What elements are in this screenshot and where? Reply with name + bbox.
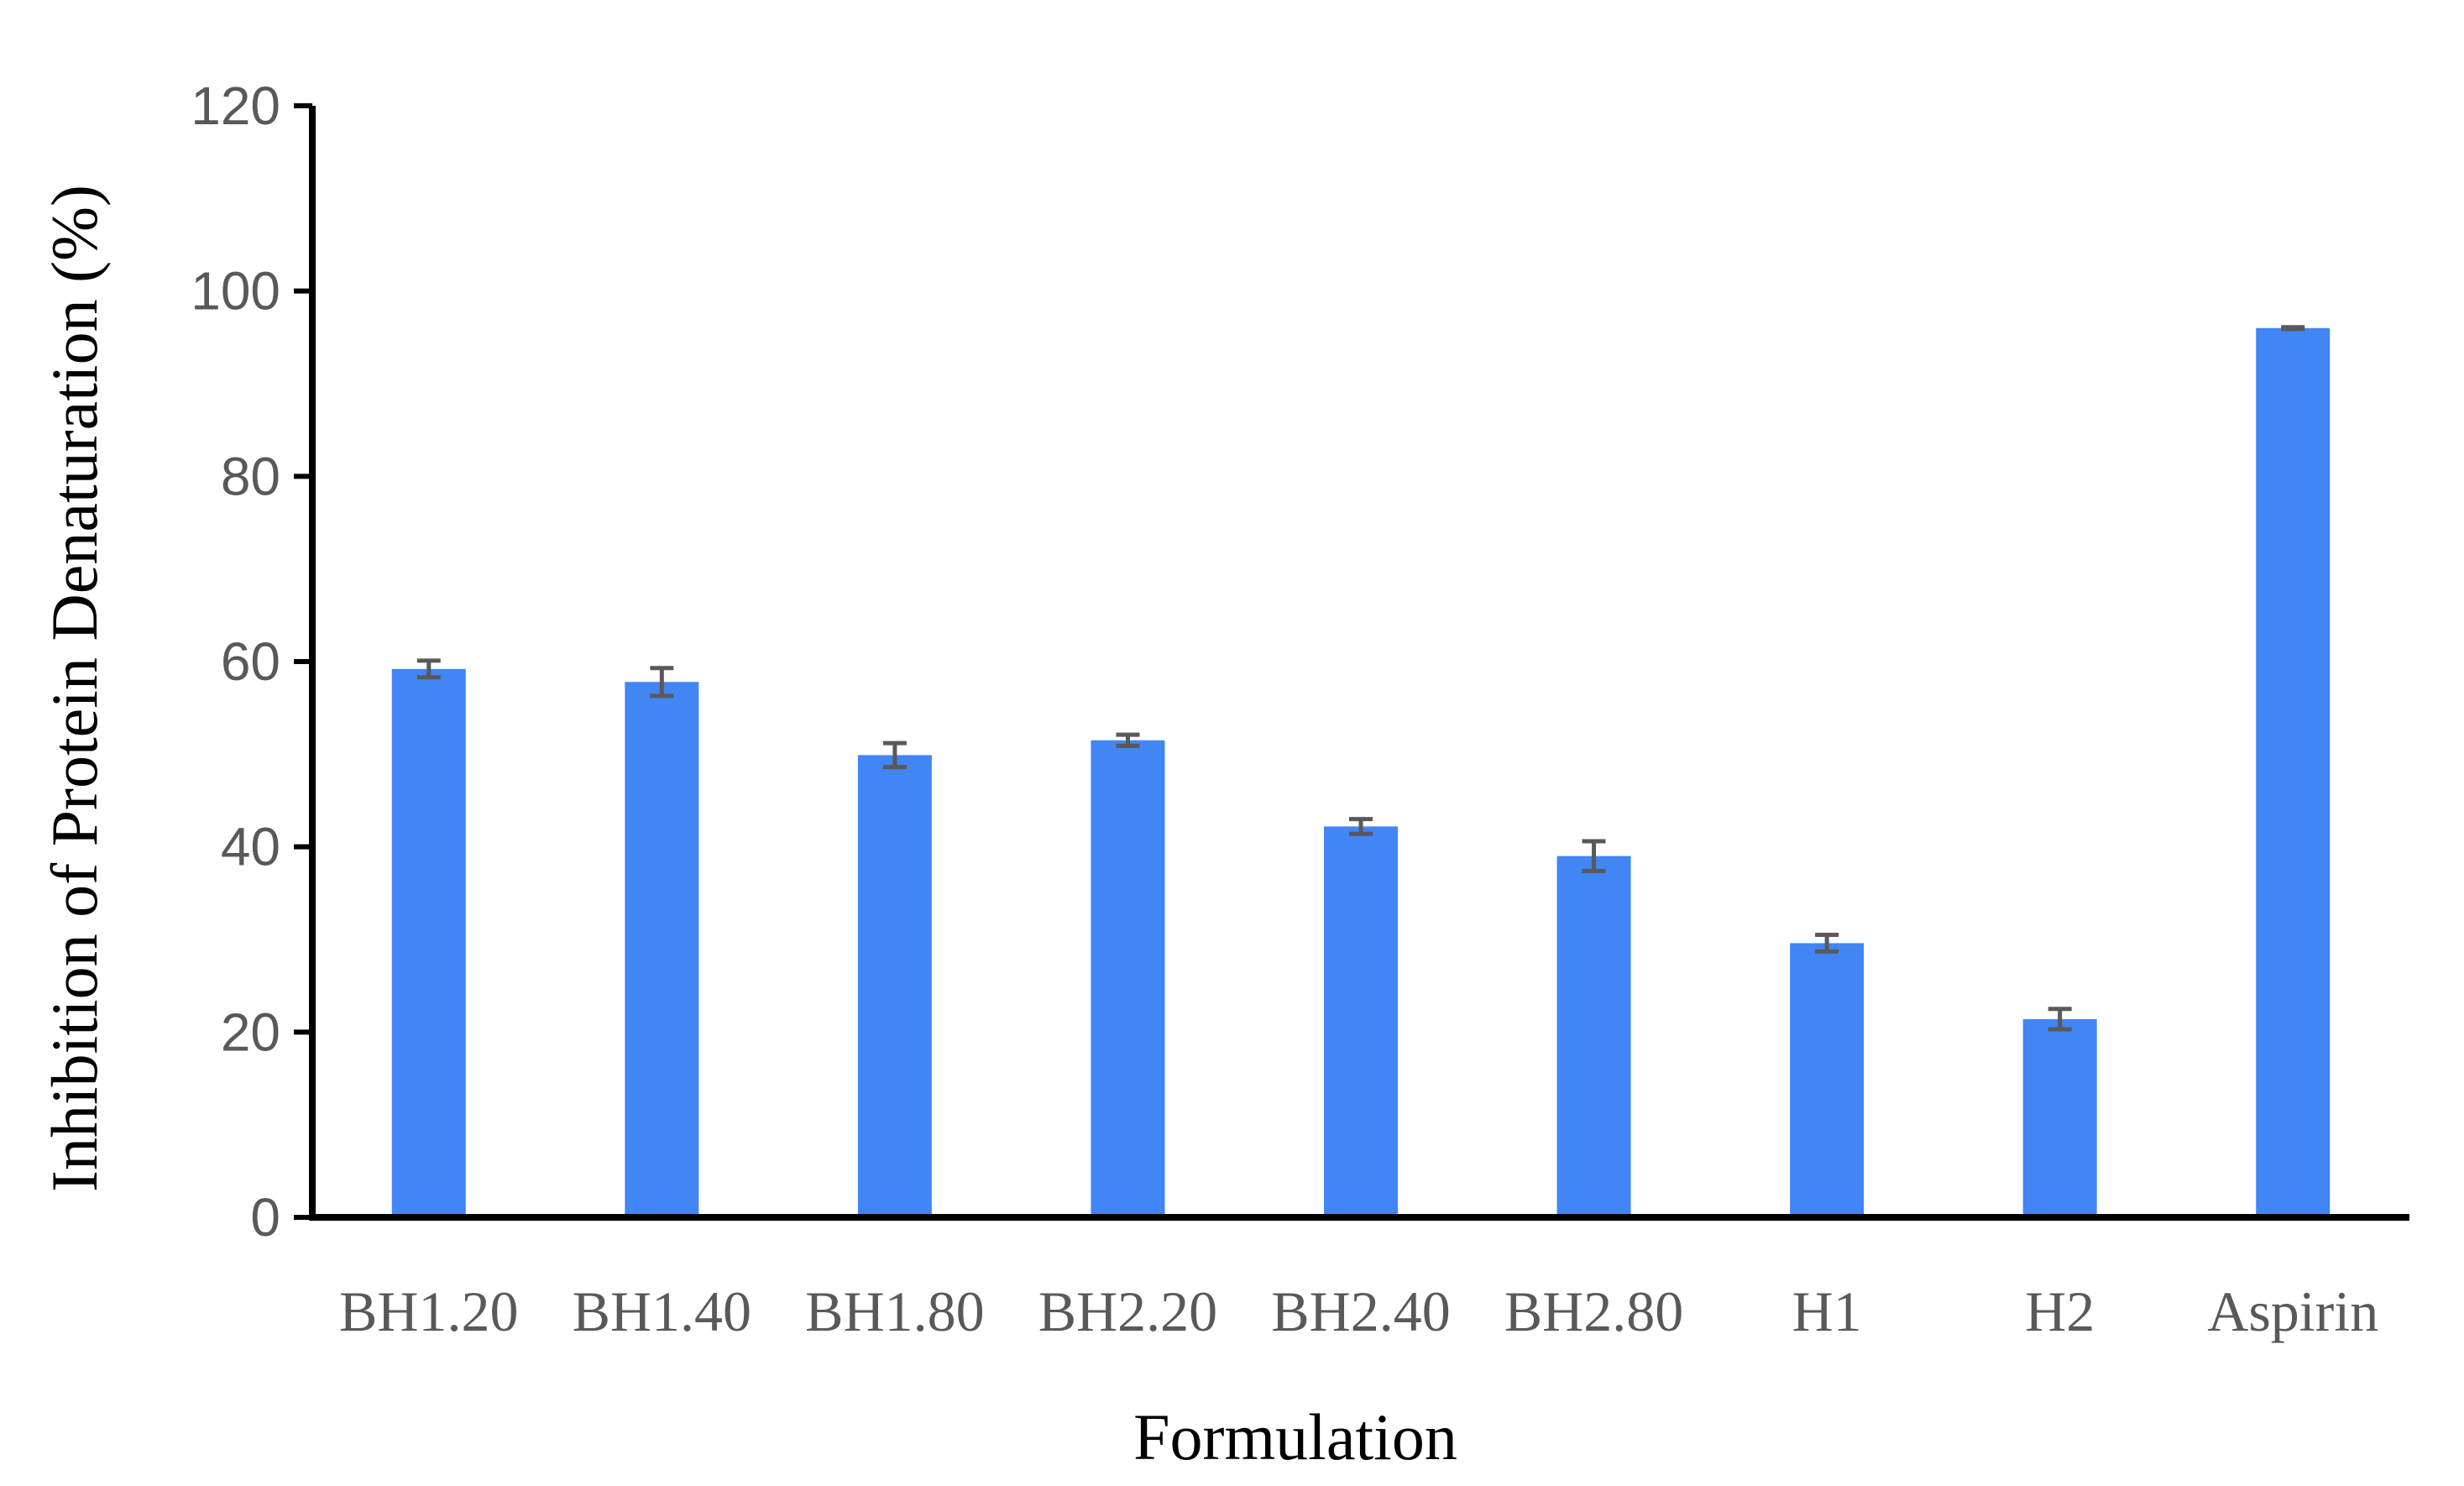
- bar-bh1.40: [625, 682, 699, 1217]
- x-tick-label: BH2.20: [1038, 1279, 1217, 1343]
- x-tick-label: BH2.80: [1504, 1279, 1683, 1343]
- y-tick-label: 120: [191, 76, 280, 136]
- bar-h2: [2022, 1018, 2097, 1217]
- x-tick-label: Aspirin: [2207, 1279, 2378, 1343]
- error-bar-bh1.20: [416, 658, 441, 680]
- bar-aspirin: [2256, 327, 2331, 1217]
- error-bar-bh1.80: [882, 740, 907, 770]
- bar-bh1.20: [391, 668, 466, 1217]
- bar-bh2.80: [1556, 855, 1631, 1217]
- bar-group: [391, 327, 2331, 1217]
- y-tick-label: 0: [250, 1187, 280, 1248]
- error-bar-bh1.40: [650, 666, 674, 699]
- error-bar-aspirin: [2281, 325, 2305, 332]
- y-tick-label: 100: [191, 261, 280, 322]
- x-axis-title: Formulation: [1133, 1400, 1457, 1473]
- x-axis: BH1.20 BH1.40 BH1.80 BH2.20 BH2.40 BH2.80 H1 H2…: [309, 1214, 2409, 1343]
- y-tick-label: 20: [221, 1002, 280, 1062]
- x-tick-label: H2: [2025, 1279, 2095, 1343]
- error-bar-h2: [2048, 1007, 2072, 1032]
- x-tick-label: BH2.40: [1271, 1279, 1450, 1343]
- bar-h1: [1790, 943, 1865, 1217]
- x-tick-label: BH1.20: [339, 1279, 518, 1343]
- x-tick-label: BH1.80: [805, 1279, 984, 1343]
- y-tick-label: 40: [221, 817, 280, 877]
- error-bar-bh2.40: [1349, 817, 1373, 836]
- y-axis-title: Inhibition of Protein Denaturation (%): [38, 185, 111, 1192]
- y-tick-label: 60: [221, 631, 280, 692]
- y-axis: 0 20 40 60 80 100 120: [191, 76, 316, 1248]
- y-tick-label: 80: [221, 446, 280, 506]
- bar-bh2.40: [1324, 826, 1398, 1217]
- bar-bh2.20: [1091, 740, 1165, 1217]
- x-tick-label: BH1.40: [573, 1279, 751, 1343]
- error-bar-bh2.20: [1116, 732, 1140, 748]
- error-bar-bh2.80: [1582, 839, 1606, 873]
- bar-bh1.80: [857, 755, 932, 1217]
- x-tick-label: H1: [1792, 1279, 1862, 1343]
- error-bar-h1: [1815, 932, 1839, 954]
- error-bar-group: [416, 325, 2305, 1032]
